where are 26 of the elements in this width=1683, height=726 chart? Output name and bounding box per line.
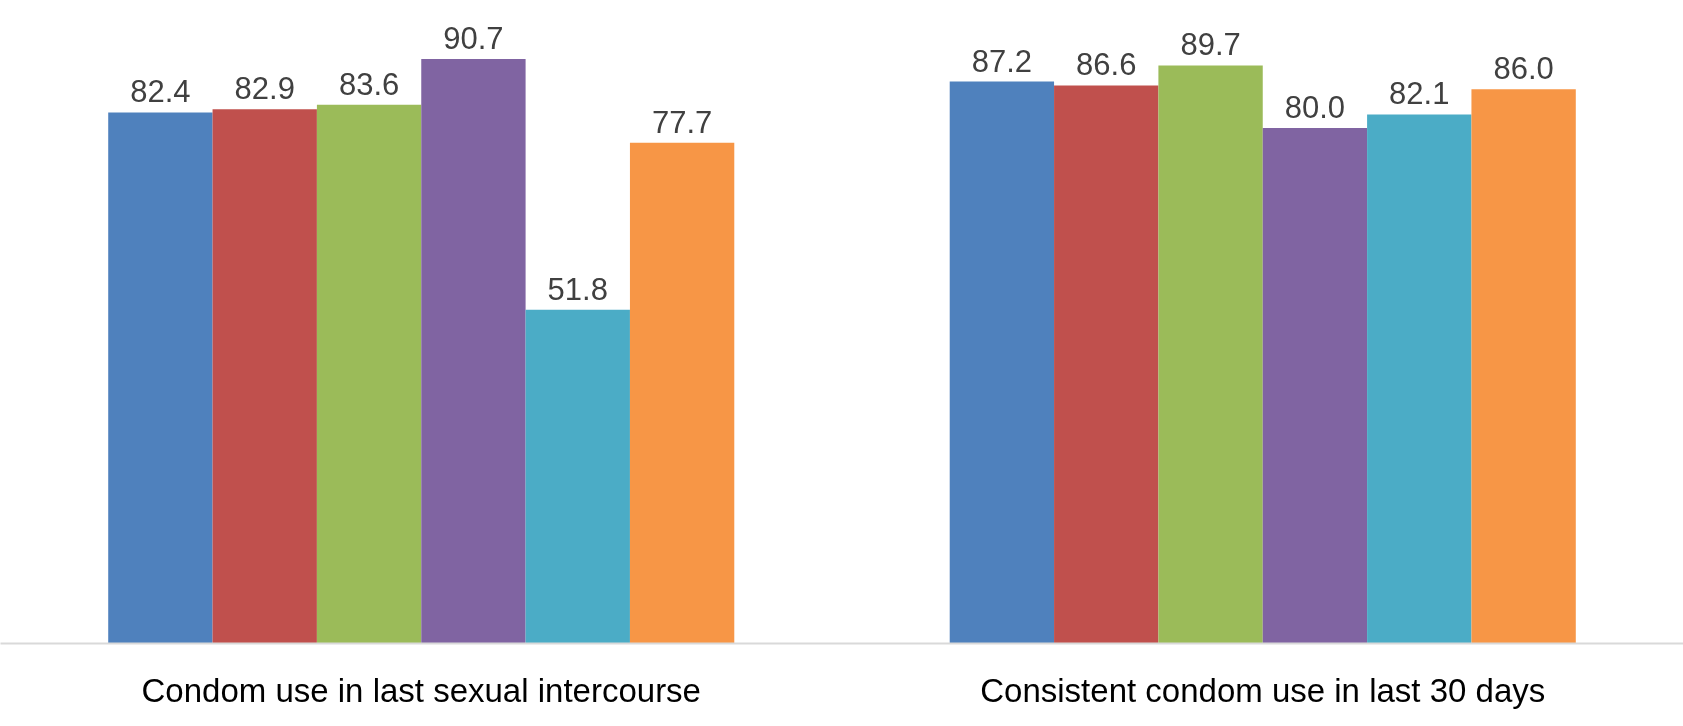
- bar: [1471, 89, 1576, 644]
- data-label: 80.0: [1284, 89, 1346, 125]
- data-label: 89.7: [1180, 27, 1241, 63]
- data-label: 86.6: [1076, 47, 1137, 83]
- bar: [949, 81, 1055, 644]
- x-tick-label: Consistent condom use in last 30 days: [980, 671, 1546, 709]
- bar: [629, 142, 735, 644]
- data-label: 51.8: [547, 271, 608, 307]
- bar: [1367, 114, 1472, 644]
- data-label: 83.6: [338, 66, 400, 102]
- data-label: 90.7: [443, 20, 504, 56]
- bar: [316, 104, 422, 644]
- data-label: 77.7: [651, 104, 713, 140]
- data-label: 82.1: [1389, 76, 1450, 112]
- bar: [108, 112, 213, 644]
- data-label: 86.0: [1493, 51, 1554, 87]
- bar: [1158, 65, 1263, 644]
- bar: [421, 58, 526, 644]
- data-label: 82.4: [130, 74, 191, 110]
- data-label: 87.2: [971, 43, 1033, 79]
- bar: [212, 109, 317, 644]
- x-tick-label: Condom use in last sexual intercourse: [141, 671, 701, 709]
- bar: [1054, 85, 1159, 644]
- data-label: 82.9: [234, 71, 295, 107]
- bar: [525, 309, 630, 644]
- bar: [1262, 127, 1368, 644]
